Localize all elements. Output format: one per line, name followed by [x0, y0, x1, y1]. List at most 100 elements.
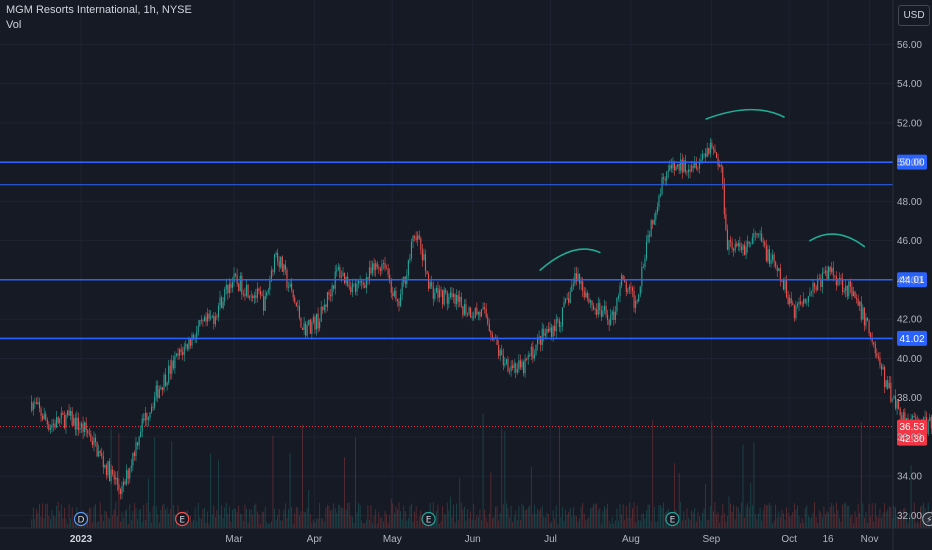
volume-bar [713, 511, 714, 528]
candle-body [670, 165, 672, 169]
candle-body [247, 284, 249, 298]
candle-body [298, 305, 300, 318]
event-marker[interactable]: E [175, 511, 190, 527]
candle-body [720, 164, 722, 167]
candle-body [712, 147, 714, 150]
volume-bar [392, 503, 394, 528]
candle-body [429, 282, 431, 289]
volume-bar [582, 502, 584, 528]
time-tick-label: Jun [465, 534, 481, 545]
candle-body [887, 380, 889, 389]
volume-bar [218, 460, 219, 528]
volume-bar [728, 496, 730, 528]
volume-bar [99, 502, 101, 528]
candle-body [616, 297, 618, 312]
candle-body [370, 267, 372, 274]
candle-body [398, 300, 400, 306]
volume-bar [277, 515, 279, 528]
volume-bar [140, 508, 142, 528]
candle-body [308, 319, 310, 326]
volume-bar [694, 507, 696, 528]
volume-bar [689, 519, 691, 528]
volume-bar [717, 512, 719, 528]
candle-body [782, 280, 785, 290]
volume-bar [714, 502, 716, 528]
volume-bar [566, 514, 568, 528]
volume-bar [890, 507, 892, 528]
volume-bar [134, 502, 135, 528]
candle-body [300, 317, 302, 328]
candle-body [793, 304, 795, 319]
price-tick-label: 50.00 [897, 158, 922, 169]
candle-body [456, 295, 458, 305]
volume-bar [655, 521, 657, 528]
candle-body [255, 295, 257, 298]
drawings[interactable] [539, 108, 932, 426]
candle-body [796, 304, 799, 307]
volume-bar [406, 520, 408, 528]
candle-body [87, 430, 89, 434]
volume-bar [325, 507, 327, 528]
candle-body [214, 316, 216, 325]
volume-bar [759, 508, 761, 528]
time-tick-label: May [383, 534, 402, 545]
candle-body [591, 300, 593, 306]
volume-bar [493, 516, 495, 528]
candle-body [227, 284, 229, 294]
volume-bar [456, 503, 458, 528]
volume-bar [502, 504, 504, 528]
volume-bar [453, 504, 454, 528]
candle-body [891, 398, 893, 402]
volume-bar [445, 515, 447, 528]
level-price-label: 50.00 [899, 158, 924, 169]
candle-body [154, 396, 156, 408]
candle-body [896, 400, 898, 409]
volume-bar [249, 509, 251, 528]
event-markers[interactable]: D E E E ⚡ [73, 511, 932, 527]
candle-body [666, 171, 668, 181]
volume-bar [874, 503, 876, 528]
volume-bar [398, 502, 400, 528]
candle-body [558, 320, 560, 327]
candle-body [880, 365, 883, 370]
candle-body [837, 279, 839, 286]
volume-bar [260, 523, 261, 528]
candle-body [354, 283, 356, 292]
volume-bar [778, 511, 780, 528]
volume-bar [53, 515, 54, 528]
candle-body [543, 328, 545, 336]
candle-body [421, 250, 423, 261]
volume-bar [224, 507, 226, 528]
candle-body [252, 295, 254, 299]
volume-bar [378, 512, 380, 528]
candle-body [569, 291, 571, 303]
event-marker[interactable]: ⚡ [922, 512, 932, 526]
candle-body [393, 290, 395, 296]
currency-button[interactable]: USD [898, 5, 930, 26]
event-marker[interactable]: D [73, 511, 89, 527]
candle-body [547, 329, 549, 332]
volume-bar [415, 506, 417, 528]
candle-body [470, 307, 472, 318]
volume-bar [737, 507, 739, 528]
candle-body [719, 164, 721, 167]
volume-bar [828, 512, 829, 528]
candle-body [104, 465, 106, 468]
event-marker[interactable]: E [665, 511, 680, 527]
candle-body [714, 149, 716, 153]
candle-body [329, 294, 332, 297]
volume-bar [155, 506, 157, 528]
candle-body [583, 291, 585, 298]
event-marker[interactable]: E [421, 511, 436, 527]
candle-body [303, 323, 305, 330]
volume-bar [281, 520, 283, 528]
volume-bar [460, 502, 462, 528]
candle-body [504, 363, 506, 366]
candle-body [508, 371, 511, 372]
volume-bar [568, 511, 570, 528]
candle-body [557, 319, 559, 321]
candle-body [85, 422, 87, 431]
volume-bar [501, 428, 503, 528]
